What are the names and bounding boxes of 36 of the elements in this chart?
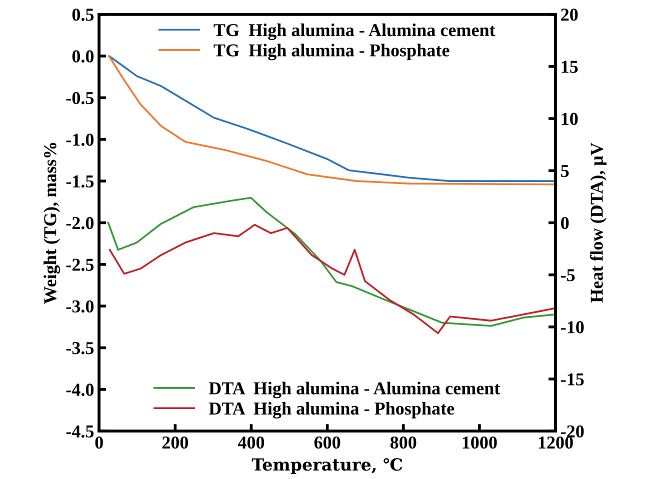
y2-tick-label: -15 [561, 373, 584, 386]
y-tick-label: -1.5 [66, 175, 94, 188]
y2-tick-label: 15 [562, 60, 578, 73]
x-tick-label: 0 [95, 436, 103, 449]
y-tick-label: -3.5 [66, 342, 94, 354]
y-tick-label: -1.0 [66, 134, 94, 146]
y-tick-label: -2.5 [66, 258, 94, 271]
y-tick-label: -4.0 [66, 384, 94, 396]
y-tick-label: -3.0 [66, 300, 94, 313]
y2-tick-label: -10 [561, 321, 584, 334]
y-tick-label: -2.0 [66, 216, 94, 230]
x-tick-label: 600 [314, 436, 340, 449]
legend-label: DTA High alumina - Phosphate [208, 402, 454, 418]
y2-tick-label: 20 [561, 8, 578, 21]
y-tick-label: 0.0 [72, 50, 94, 63]
x-tick-label: 400 [238, 436, 264, 449]
y-axis-title: Weight (TG), mass% [44, 142, 60, 304]
y2-tick-label: 5 [561, 165, 569, 178]
x-tick-label: 1000 [462, 436, 497, 449]
line-series [107, 196, 556, 327]
y-tick-label: -0.5 [66, 92, 94, 104]
y-tick-label: 0.5 [72, 8, 94, 21]
y2-axis-title: Heat flow (DTA), μV [590, 142, 607, 303]
x-tick-label: 200 [162, 436, 188, 449]
y2-tick-label: -20 [561, 425, 584, 438]
legend-label: TG High alumina - Alumina cement [214, 24, 496, 40]
line-series [108, 224, 556, 334]
x-tick-label: 1200 [538, 436, 573, 449]
x-axis-title: Temperature, ℃ [252, 458, 402, 474]
y2-tick-label: -5 [561, 269, 575, 282]
legend-label: TG High alumina - Phosphate [214, 44, 450, 60]
y-tick-label: -4.5 [66, 425, 94, 438]
legend-label: DTA High alumina - Alumina cement [208, 382, 500, 398]
y2-tick-label: 0 [561, 216, 569, 230]
x-tick-label: 800 [390, 436, 416, 449]
y2-tick-label: 10 [562, 112, 578, 125]
